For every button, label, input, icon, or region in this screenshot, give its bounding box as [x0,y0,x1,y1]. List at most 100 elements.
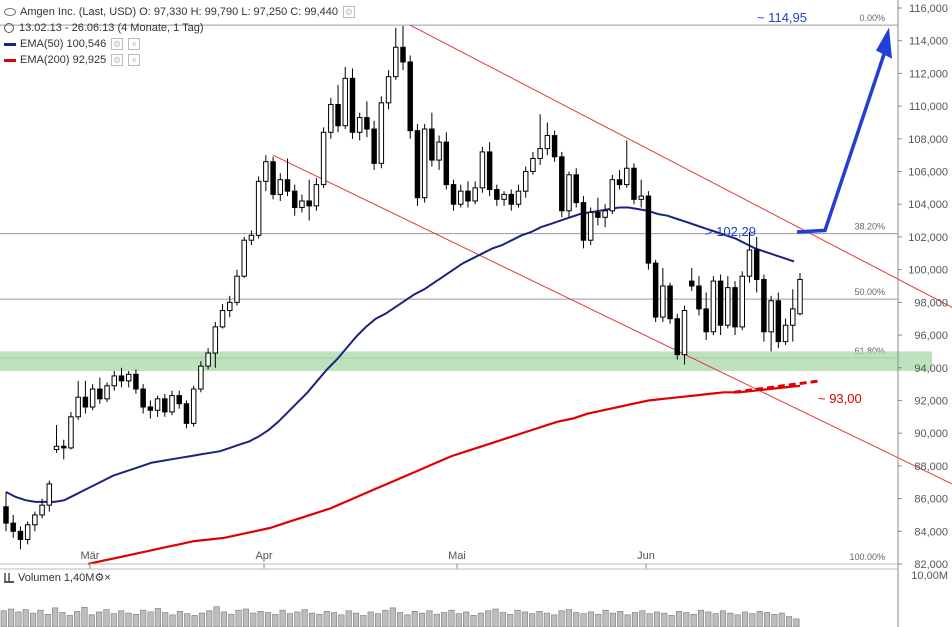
candle-body[interactable] [68,416,74,449]
candle-body[interactable] [400,46,406,63]
candle-body[interactable] [393,46,399,78]
candle-body[interactable] [176,395,182,405]
candle-body[interactable] [609,179,616,212]
candle-body[interactable] [537,148,543,159]
candle-body[interactable] [24,524,31,540]
candle-body[interactable] [342,77,348,127]
candle-body[interactable] [768,300,774,333]
candle-body[interactable] [46,483,53,506]
candle-body[interactable] [508,193,515,205]
eye-icon[interactable] [4,8,16,16]
candle-body[interactable] [104,385,110,400]
candle-body[interactable] [544,135,551,150]
settings-icon[interactable]: ⚙ [342,6,355,18]
candle-body[interactable] [501,193,507,200]
candle-body[interactable] [429,128,435,161]
candle-body[interactable] [147,406,154,411]
candle-body[interactable] [284,179,291,192]
candle-body[interactable] [717,280,724,326]
candle-body[interactable] [277,179,284,195]
candle-body[interactable] [443,141,450,186]
candle-body[interactable] [10,522,16,532]
candle-body[interactable] [306,200,312,207]
candle-body[interactable] [140,388,146,408]
candle-body[interactable] [652,262,659,318]
candle-body[interactable] [696,285,702,310]
candle-body[interactable] [616,179,623,186]
candle-body[interactable] [255,180,262,236]
candle-body[interactable] [753,249,760,280]
candle-body[interactable] [660,285,666,318]
candle-body[interactable] [169,395,175,413]
candle-body[interactable] [515,190,522,205]
candle-body[interactable] [414,130,421,199]
candle-body[interactable] [356,117,363,133]
candle-body[interactable] [559,156,565,212]
candle-body[interactable] [385,76,392,104]
candle-body[interactable] [797,278,803,315]
candle-body[interactable] [320,131,327,186]
candle-body[interactable] [746,249,753,277]
candle-body[interactable] [335,103,341,127]
candle-body[interactable] [602,210,608,218]
candle-body[interactable] [183,403,190,424]
candle-body[interactable] [162,398,168,413]
candle-body[interactable] [761,278,767,333]
candle-body[interactable] [573,174,579,204]
close-icon[interactable]: × [128,54,141,66]
candle-body[interactable] [154,398,161,411]
candle-body[interactable] [645,195,652,264]
candle-body[interactable] [270,161,276,195]
candle-body[interactable] [190,388,197,424]
candle-body[interactable] [566,174,572,212]
candle-body[interactable] [378,102,385,164]
candle-body[interactable] [364,117,370,130]
candle-body[interactable] [739,275,745,328]
candle-body[interactable] [522,171,529,192]
candle-body[interactable] [530,157,536,173]
candle-body[interactable] [349,77,356,133]
candle-body[interactable] [3,506,9,524]
candle-body[interactable] [205,352,211,367]
candle-body[interactable] [407,61,413,132]
candle-body[interactable] [198,365,204,390]
candle-body[interactable] [32,514,38,526]
candle-body[interactable] [494,189,500,200]
candle-body[interactable] [53,445,60,451]
candle-body[interactable] [782,324,789,343]
candle-body[interactable] [725,287,731,326]
candle-body[interactable] [227,301,233,312]
candle-body[interactable] [667,285,673,320]
candle-body[interactable] [313,184,320,207]
settings-icon[interactable]: ⚙ [111,54,124,66]
candle-body[interactable] [486,151,493,191]
candle-body[interactable] [688,280,695,287]
candle-body[interactable] [681,310,688,356]
candle-body[interactable] [587,211,594,241]
candle-body[interactable] [775,300,782,343]
candle-body[interactable] [638,195,644,200]
candle-body[interactable] [732,287,738,328]
candle-body[interactable] [241,239,247,277]
candle-body[interactable] [212,326,219,354]
candle-body[interactable] [479,151,486,189]
candle-body[interactable] [458,190,464,205]
candle-body[interactable] [703,308,709,333]
candle-body[interactable] [17,530,24,540]
close-icon[interactable]: × [104,571,111,584]
candle-body[interactable] [291,190,298,209]
candle-body[interactable] [371,128,377,164]
candle-body[interactable] [551,135,558,158]
candle-body[interactable] [580,202,587,241]
candle-body[interactable] [631,167,637,200]
candle-body[interactable] [674,318,681,356]
candle-body[interactable] [436,141,442,161]
candle-body[interactable] [234,275,240,303]
candle-body[interactable] [89,388,96,408]
candle-body[interactable] [472,187,478,202]
candle-body[interactable] [75,396,81,418]
candle-body[interactable] [82,396,89,408]
candle-body[interactable] [39,504,45,516]
candle-body[interactable] [263,161,269,182]
candle-body[interactable] [328,103,334,133]
